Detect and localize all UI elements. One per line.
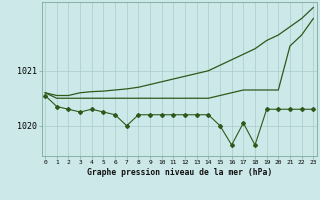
X-axis label: Graphe pression niveau de la mer (hPa): Graphe pression niveau de la mer (hPa) xyxy=(87,168,272,177)
